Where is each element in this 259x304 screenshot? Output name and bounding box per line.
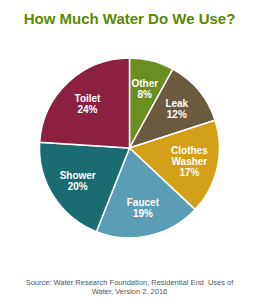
category-label: Faucet [127,197,160,208]
slice-label: Toilet24% [75,92,102,114]
slice [39,142,129,231]
slice-label: Faucet19% [127,197,160,219]
category-label: Clothes [171,145,208,156]
slices [39,58,219,238]
value-label: 8% [138,89,153,100]
category-label: Toilet [75,92,102,103]
title: How Much Water Do We Use? [24,10,236,27]
value-label: 17% [179,167,199,178]
slice-label: Other8% [131,78,158,100]
category-label: Leak [165,98,188,109]
slice-labels: Other8% Leak12% ClothesWasher17% Faucet19% S… [60,78,209,219]
slice-label: Leak12% [165,98,188,120]
category-label: Washer [172,156,208,167]
category-label: Shower [60,170,96,181]
value-label: 24% [77,103,97,114]
slice-label: ClothesWasher17% [171,145,208,178]
chart: How Much Water Do We Use? Other8% Leak12% C… [0,0,259,304]
value-label: 12% [167,109,187,120]
slice-label: Shower20% [60,170,96,192]
value-label: 19% [133,208,153,219]
slice [40,58,130,148]
value-label: 20% [68,181,88,192]
category-label: Other [131,78,158,89]
source-note: Source: Water Research Foundation, Resid… [26,278,235,296]
